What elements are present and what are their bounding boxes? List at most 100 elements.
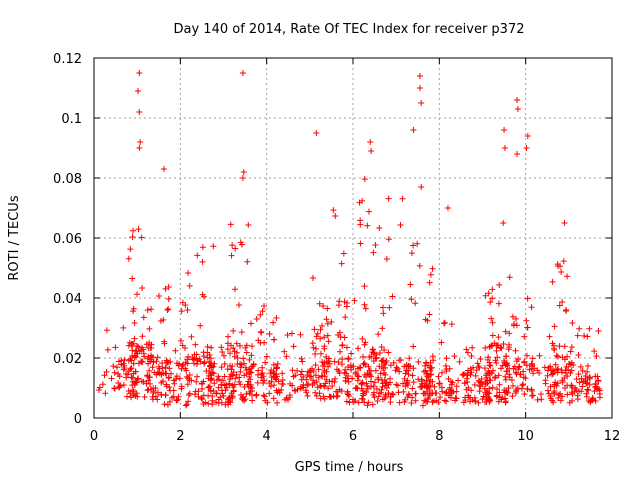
data-point (170, 377, 177, 384)
data-point (352, 369, 359, 376)
data-point (134, 350, 141, 357)
data-point (239, 175, 246, 181)
data-point (173, 397, 180, 404)
data-point (218, 364, 225, 371)
data-point (131, 354, 138, 361)
data-point (559, 298, 566, 305)
data-point (309, 381, 316, 388)
data-point (227, 350, 234, 357)
data-point (510, 382, 517, 389)
data-point (418, 184, 425, 190)
data-point (478, 376, 485, 383)
data-point (148, 306, 155, 313)
data-point (406, 355, 413, 362)
data-point (461, 371, 468, 378)
data-point (564, 391, 571, 398)
data-point (177, 337, 184, 344)
data-point (172, 347, 179, 354)
data-point (428, 371, 435, 378)
data-point (410, 242, 417, 249)
data-point (160, 369, 167, 376)
data-point (471, 381, 478, 388)
data-point (423, 370, 430, 377)
data-point (359, 335, 366, 342)
data-point (500, 340, 507, 347)
data-point (482, 292, 489, 299)
data-point (427, 377, 434, 384)
data-point (237, 381, 244, 388)
data-point (364, 385, 371, 392)
data-point (308, 373, 315, 380)
data-point (421, 397, 428, 404)
data-point (383, 255, 390, 262)
data-point (259, 364, 266, 371)
data-point (237, 368, 244, 375)
data-point (281, 348, 288, 355)
data-point (477, 356, 484, 363)
data-point (497, 344, 504, 351)
data-point (170, 387, 177, 394)
data-point (433, 390, 440, 397)
data-point (215, 399, 222, 406)
data-point (150, 359, 157, 366)
data-point (127, 366, 134, 373)
data-point (378, 343, 385, 350)
data-point (259, 369, 266, 376)
data-point (360, 360, 367, 367)
data-point (559, 379, 566, 386)
data-point (402, 370, 409, 377)
data-point (528, 304, 535, 311)
data-point (366, 367, 373, 374)
data-point (184, 306, 191, 313)
data-point (383, 385, 390, 392)
data-point (128, 374, 135, 381)
data-point (382, 380, 389, 387)
data-point (134, 291, 141, 298)
data-point (383, 379, 390, 386)
data-point (192, 388, 199, 395)
data-point (547, 383, 554, 390)
data-point (513, 370, 520, 377)
data-point (576, 379, 583, 386)
data-point (101, 372, 108, 379)
data-point (111, 385, 118, 392)
data-point (209, 397, 216, 404)
data-point (235, 301, 242, 308)
data-point (249, 343, 256, 350)
data-point (337, 334, 344, 341)
data-point (365, 208, 372, 215)
data-point (447, 394, 454, 401)
data-point (250, 361, 257, 368)
data-point (381, 370, 388, 377)
data-point (303, 389, 310, 396)
x-tick-label: 4 (263, 429, 271, 444)
data-point (469, 397, 476, 404)
data-point (224, 340, 231, 347)
data-point (334, 392, 341, 399)
data-point (442, 362, 449, 369)
data-point (221, 373, 228, 380)
data-point (502, 399, 509, 406)
data-point (279, 370, 286, 377)
data-point (512, 389, 519, 396)
data-point (493, 359, 500, 366)
data-point (154, 354, 161, 361)
data-point (120, 360, 127, 367)
data-point (456, 358, 463, 365)
data-point (512, 347, 519, 354)
data-point (221, 361, 228, 368)
data-point (476, 382, 483, 389)
data-point (363, 389, 370, 396)
data-point (135, 226, 142, 233)
data-point (178, 385, 185, 392)
data-point (574, 392, 581, 399)
data-point (176, 375, 183, 382)
data-point (556, 343, 563, 350)
data-point (244, 258, 251, 265)
data-point (215, 384, 222, 391)
data-point (441, 397, 448, 404)
data-point (361, 371, 368, 378)
data-point (202, 399, 209, 406)
data-point (323, 376, 330, 383)
data-point (579, 383, 586, 390)
